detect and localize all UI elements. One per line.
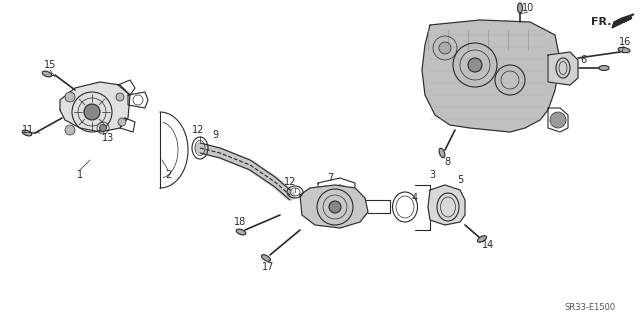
Ellipse shape: [236, 229, 246, 235]
Circle shape: [329, 201, 341, 213]
Text: 6: 6: [580, 55, 586, 65]
Text: 17: 17: [262, 262, 274, 272]
Text: 13: 13: [102, 133, 114, 143]
Polygon shape: [60, 82, 130, 132]
Text: 14: 14: [482, 240, 494, 250]
Text: 3: 3: [429, 170, 435, 180]
Circle shape: [84, 104, 100, 120]
Circle shape: [99, 124, 106, 131]
Text: 12: 12: [284, 177, 296, 187]
Ellipse shape: [518, 3, 522, 13]
Text: 10: 10: [522, 3, 534, 13]
Text: 9: 9: [212, 130, 218, 140]
Text: 1: 1: [77, 170, 83, 180]
Ellipse shape: [439, 148, 445, 158]
Polygon shape: [612, 14, 634, 28]
Ellipse shape: [42, 71, 52, 77]
Text: 8: 8: [444, 157, 450, 167]
Circle shape: [116, 93, 124, 101]
Text: 15: 15: [44, 60, 56, 70]
Circle shape: [65, 125, 75, 135]
Circle shape: [468, 58, 482, 72]
Circle shape: [550, 112, 566, 128]
Ellipse shape: [477, 236, 486, 242]
Text: 4: 4: [412, 193, 418, 203]
Text: 11: 11: [22, 125, 34, 135]
Text: 12: 12: [192, 125, 204, 135]
Circle shape: [65, 92, 75, 102]
Text: 16: 16: [619, 37, 631, 47]
Text: 5: 5: [457, 175, 463, 185]
Circle shape: [118, 118, 126, 126]
Polygon shape: [300, 185, 368, 228]
Text: SR33-E1500: SR33-E1500: [564, 303, 616, 313]
Text: 18: 18: [234, 217, 246, 227]
Ellipse shape: [618, 47, 630, 53]
Text: FR.: FR.: [591, 17, 611, 27]
Polygon shape: [422, 20, 560, 132]
Text: 2: 2: [165, 170, 171, 180]
Polygon shape: [548, 52, 578, 85]
Ellipse shape: [599, 65, 609, 70]
Polygon shape: [428, 185, 465, 225]
Ellipse shape: [262, 255, 271, 261]
Circle shape: [439, 42, 451, 54]
Text: 7: 7: [327, 173, 333, 183]
Ellipse shape: [22, 130, 32, 136]
